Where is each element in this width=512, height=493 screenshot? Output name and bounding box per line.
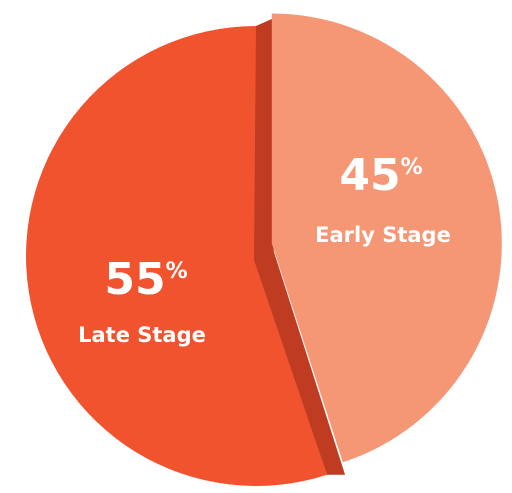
data-label-early-stage-number: 45 <box>339 150 400 201</box>
data-label-early-stage-name: Early Stage <box>315 223 451 247</box>
data-label-early-stage-unit: % <box>401 155 423 180</box>
data-label-late-stage-name: Late Stage <box>78 323 206 347</box>
data-label-late-stage-number: 55 <box>104 254 165 305</box>
data-label-late-stage-unit: % <box>166 259 188 284</box>
